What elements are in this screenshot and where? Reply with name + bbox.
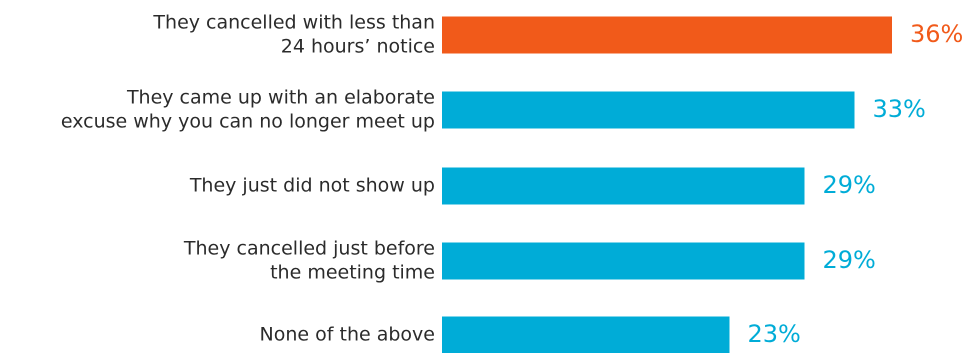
category-label: They cancelled just before: [183, 238, 435, 260]
value-label: 33%: [873, 95, 926, 123]
value-label: 36%: [910, 20, 963, 48]
value-label: 29%: [823, 171, 876, 199]
bar: [442, 167, 805, 205]
value-labels: 36% 33% 29% 29% 23%: [748, 20, 964, 348]
category-label: 24 hours’ notice: [281, 36, 435, 58]
bars-layer: [442, 16, 892, 353]
bar: [442, 242, 805, 280]
category-label: They came up with an elaborate: [126, 87, 435, 109]
bar: [442, 16, 892, 54]
bar: [442, 316, 730, 353]
bar: [442, 91, 855, 129]
category-label: They just did not show up: [189, 175, 435, 197]
category-label: excuse why you can no longer meet up: [61, 111, 435, 133]
category-label: None of the above: [260, 324, 435, 346]
category-label: They cancelled with less than: [152, 12, 435, 34]
value-label: 29%: [823, 246, 876, 274]
value-label: 23%: [748, 320, 801, 348]
category-label: the meeting time: [270, 262, 435, 284]
